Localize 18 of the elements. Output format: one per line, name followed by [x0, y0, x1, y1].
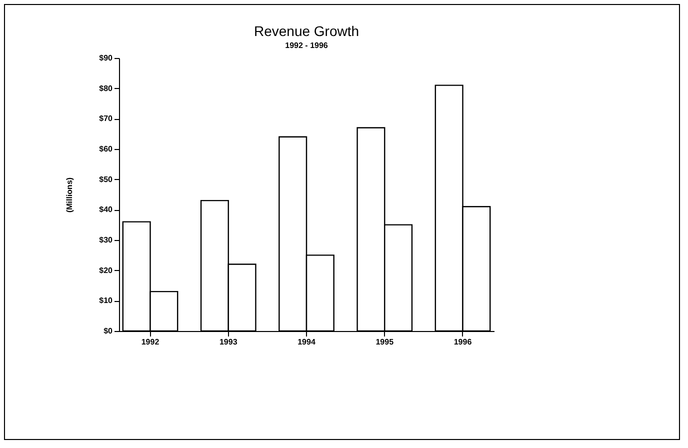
y-tick-label: $40 [99, 205, 114, 214]
x-tick-label: 1994 [298, 338, 316, 346]
x-tick-label: 1993 [219, 338, 238, 346]
y-tick-label: $10 [99, 296, 114, 306]
y-tick-label: $90 [99, 54, 114, 62]
y-axis-title: (Millions) [65, 177, 74, 213]
y-tick-label: $60 [99, 144, 114, 154]
y-tick-label: $70 [99, 114, 114, 124]
x-tick-label: 1996 [454, 338, 472, 346]
x-tick-label: 1992 [141, 338, 160, 346]
chart-subtitle: 1992 - 1996 [285, 41, 328, 50]
y-tick-label: $0 [104, 326, 114, 336]
y-tick-label: $30 [99, 236, 114, 244]
y-tick-label: $50 [99, 174, 114, 184]
chart-title: Revenue Growth [254, 23, 360, 39]
x-tick-label: 1995 [376, 338, 394, 346]
y-tick-label: $20 [99, 266, 114, 275]
y-tick-label: $80 [99, 84, 114, 93]
